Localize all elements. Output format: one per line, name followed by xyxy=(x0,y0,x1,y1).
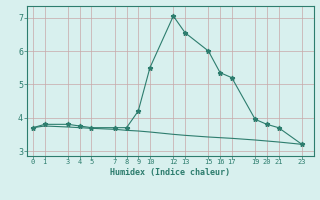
X-axis label: Humidex (Indice chaleur): Humidex (Indice chaleur) xyxy=(110,168,230,177)
